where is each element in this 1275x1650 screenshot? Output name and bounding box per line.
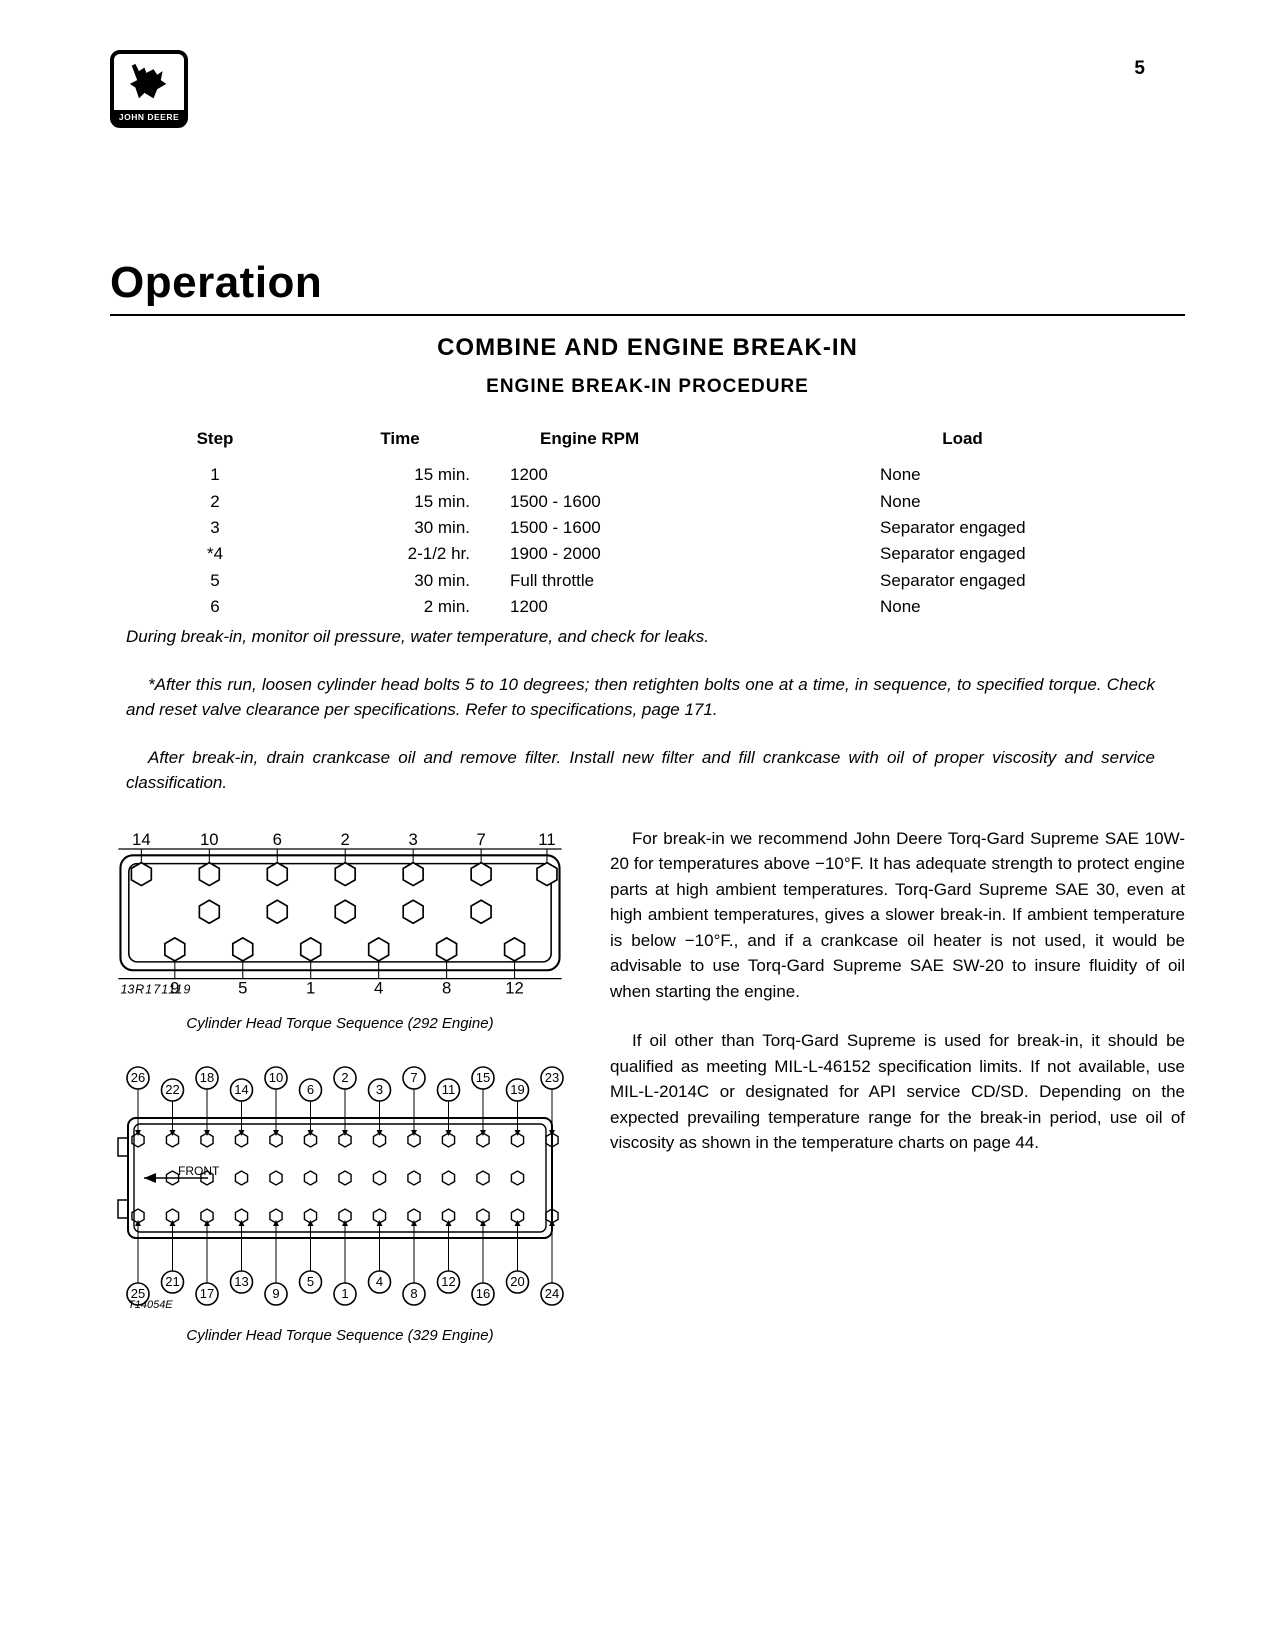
svg-text:5: 5 xyxy=(238,978,247,997)
td-rpm: 1200 xyxy=(510,462,760,488)
svg-text:1: 1 xyxy=(341,1286,348,1301)
svg-text:12: 12 xyxy=(441,1274,455,1289)
svg-text:T14054E: T14054E xyxy=(128,1299,173,1311)
table-row: 215 min.1500 - 1600None xyxy=(140,489,1165,515)
para-oil-alternative: If oil other than Torq-Gard Supreme is u… xyxy=(610,1028,1185,1156)
svg-text:6: 6 xyxy=(307,1082,314,1097)
td-step: *4 xyxy=(140,541,290,567)
svg-text:9: 9 xyxy=(272,1286,279,1301)
td-load: None xyxy=(760,594,1165,620)
th-load: Load xyxy=(760,426,1165,452)
td-load: Separator engaged xyxy=(760,568,1165,594)
svg-text:6: 6 xyxy=(273,830,282,849)
svg-text:1: 1 xyxy=(306,978,315,997)
caption-292: Cylinder Head Torque Sequence (292 Engin… xyxy=(110,1015,570,1032)
svg-text:21: 21 xyxy=(165,1274,179,1289)
svg-text:11: 11 xyxy=(538,830,555,849)
section-title: Operation xyxy=(110,258,1185,308)
td-load: None xyxy=(760,462,1165,488)
logo-text: JOHN DEERE xyxy=(119,110,179,125)
svg-text:20: 20 xyxy=(510,1274,524,1289)
page-number: 5 xyxy=(1134,58,1145,80)
td-step: 1 xyxy=(140,462,290,488)
svg-text:15: 15 xyxy=(476,1070,490,1085)
svg-text:12: 12 xyxy=(505,978,524,997)
break-in-table: Step Time Engine RPM Load 115 min.1200No… xyxy=(140,426,1165,620)
td-rpm: Full throttle xyxy=(510,568,760,594)
td-step: 3 xyxy=(140,515,290,541)
td-rpm: 1900 - 2000 xyxy=(510,541,760,567)
td-time: 2-1/2 hr. xyxy=(290,541,510,567)
caption-329: Cylinder Head Torque Sequence (329 Engin… xyxy=(110,1327,570,1344)
svg-text:10: 10 xyxy=(269,1070,283,1085)
svg-text:R171119: R171119 xyxy=(135,982,191,996)
svg-text:7: 7 xyxy=(476,830,485,849)
svg-text:14: 14 xyxy=(234,1082,248,1097)
svg-text:10: 10 xyxy=(200,830,219,849)
table-row: 62 min.1200None xyxy=(140,594,1165,620)
td-load: Separator engaged xyxy=(760,515,1165,541)
td-load: None xyxy=(760,489,1165,515)
td-time: 30 min. xyxy=(290,568,510,594)
svg-text:2: 2 xyxy=(341,1070,348,1085)
svg-text:13: 13 xyxy=(234,1274,248,1289)
td-step: 6 xyxy=(140,594,290,620)
svg-text:7: 7 xyxy=(410,1070,417,1085)
svg-text:8: 8 xyxy=(442,978,451,997)
svg-text:4: 4 xyxy=(376,1274,383,1289)
td-step: 5 xyxy=(140,568,290,594)
svg-text:8: 8 xyxy=(410,1286,417,1301)
svg-text:2: 2 xyxy=(341,830,350,849)
td-rpm: 1500 - 1600 xyxy=(510,515,760,541)
td-step: 2 xyxy=(140,489,290,515)
svg-text:19: 19 xyxy=(510,1082,524,1097)
svg-text:23: 23 xyxy=(545,1070,559,1085)
svg-text:3: 3 xyxy=(376,1082,383,1097)
deer-icon xyxy=(126,62,172,102)
svg-text:14: 14 xyxy=(132,830,151,849)
table-row: *42-1/2 hr.1900 - 2000Separator engaged xyxy=(140,541,1165,567)
svg-text:4: 4 xyxy=(374,978,383,997)
diagram-329: FRONT26221814106237111519232521171395148… xyxy=(110,1056,570,1321)
body-text: For break-in we recommend John Deere Tor… xyxy=(610,826,1185,1368)
td-time: 15 min. xyxy=(290,462,510,488)
diagram-292: 1410623711951481213R171119 xyxy=(110,826,570,1009)
svg-text:17: 17 xyxy=(200,1286,214,1301)
table-row: 115 min.1200None xyxy=(140,462,1165,488)
note-after-run: *After this run, loosen cylinder head bo… xyxy=(126,672,1155,723)
th-step: Step xyxy=(140,426,290,452)
svg-text:16: 16 xyxy=(476,1286,490,1301)
note-after-breakin: After break-in, drain crankcase oil and … xyxy=(126,745,1155,796)
subtitle-procedure: ENGINE BREAK-IN PROCEDURE xyxy=(110,376,1185,398)
brand-logo: JOHN DEERE xyxy=(110,50,188,128)
th-time: Time xyxy=(290,426,510,452)
td-time: 2 min. xyxy=(290,594,510,620)
table-row: 330 min.1500 - 1600Separator engaged xyxy=(140,515,1165,541)
th-rpm: Engine RPM xyxy=(510,426,760,452)
svg-text:5: 5 xyxy=(307,1274,314,1289)
divider xyxy=(110,314,1185,316)
note-monitor: During break-in, monitor oil pressure, w… xyxy=(126,624,1165,650)
svg-text:3: 3 xyxy=(409,830,418,849)
td-rpm: 1500 - 1600 xyxy=(510,489,760,515)
svg-text:13: 13 xyxy=(120,982,134,996)
td-time: 30 min. xyxy=(290,515,510,541)
td-time: 15 min. xyxy=(290,489,510,515)
table-row: 530 min.Full throttleSeparator engaged xyxy=(140,568,1165,594)
subtitle-combine: COMBINE AND ENGINE BREAK-IN xyxy=(110,334,1185,362)
svg-text:26: 26 xyxy=(131,1070,145,1085)
svg-text:11: 11 xyxy=(442,1082,456,1097)
svg-text:22: 22 xyxy=(165,1082,179,1097)
svg-text:24: 24 xyxy=(545,1286,559,1301)
svg-text:18: 18 xyxy=(200,1070,214,1085)
para-oil-recommend: For break-in we recommend John Deere Tor… xyxy=(610,826,1185,1005)
td-rpm: 1200 xyxy=(510,594,760,620)
td-load: Separator engaged xyxy=(760,541,1165,567)
